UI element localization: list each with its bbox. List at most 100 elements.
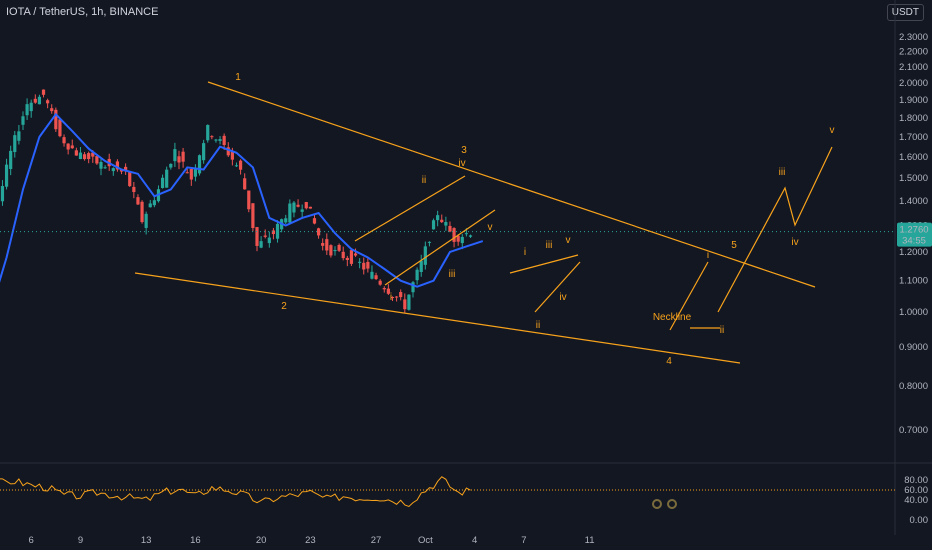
candle-body (448, 225, 452, 232)
price-axis-label: 1.0000 (899, 307, 928, 318)
rsi-axis-label: 60.00 (904, 485, 928, 496)
candle-body (325, 239, 329, 251)
price-axis-label: 1.4000 (899, 196, 928, 207)
candle-body (25, 104, 29, 116)
candle-body (263, 235, 267, 237)
candle-body (230, 150, 234, 160)
candle-body (21, 116, 25, 125)
rsi-axis-label: 40.00 (904, 495, 928, 506)
time-axis-label: 9 (78, 535, 83, 546)
candle-body (193, 168, 198, 177)
candle-body (218, 139, 222, 141)
candle-body (296, 204, 300, 207)
wave-trendline (534, 261, 581, 313)
wave-label: iii (546, 240, 553, 251)
wave-label: i (390, 292, 392, 303)
price-axis-label: 1.6000 (899, 152, 928, 163)
candle-body (9, 150, 13, 170)
symbol-title: IOTA / TetherUS, 1h, BINANCE (6, 6, 159, 18)
price-axis-label: 1.8000 (899, 113, 928, 124)
candle-body (74, 150, 78, 156)
time-axis-label: 23 (305, 535, 316, 546)
candle-body (173, 149, 177, 162)
wave-label: iii (779, 167, 786, 178)
candle-body (312, 218, 317, 224)
wave-label: 1 (235, 72, 241, 83)
wave-label: 3 (461, 145, 467, 156)
candle-body (214, 139, 218, 141)
candle-body (148, 203, 152, 208)
candle-body (197, 155, 202, 174)
price-axis-label: 1.7000 (899, 132, 928, 143)
candle-body (255, 227, 259, 246)
candle-body (124, 166, 128, 172)
candle-body (165, 169, 169, 188)
candle-body (54, 109, 58, 130)
wave-trendline (384, 209, 496, 286)
candle-body (189, 168, 193, 180)
candle-body (82, 154, 87, 160)
candle-body (403, 299, 407, 310)
candle-body (436, 215, 440, 221)
candle-body (234, 165, 239, 167)
candle-body (382, 288, 386, 290)
candle-body (390, 296, 395, 298)
currency-button[interactable]: USDT (886, 4, 924, 21)
candle-body (321, 243, 325, 246)
candle-body (13, 135, 17, 153)
candle-body (353, 253, 358, 256)
candle-body (136, 197, 140, 205)
time-axis-label: 13 (141, 535, 152, 546)
candle-body (115, 161, 120, 170)
candle-body (431, 220, 436, 230)
candle-body (394, 296, 399, 298)
candle-body (243, 178, 247, 190)
price-axis-label: 2.2000 (899, 47, 928, 58)
price-badge-value: 1.2760 (899, 225, 928, 236)
candle-body (300, 209, 304, 212)
time-axis-label: Oct (418, 535, 433, 546)
candle-body (119, 169, 124, 172)
candle-body (4, 164, 9, 187)
candle-body (345, 257, 349, 260)
time-axis-label: 7 (521, 535, 526, 546)
price-axis-label: 0.8000 (899, 381, 928, 392)
candle-body (95, 156, 99, 164)
candle-body (329, 245, 333, 256)
candle-body (41, 89, 46, 95)
wave-label: iv (458, 158, 465, 169)
price-axis-label: 1.9000 (899, 95, 928, 106)
rsi-divergence-marker (667, 499, 677, 509)
candle-body (275, 223, 280, 239)
wave-trendline (134, 272, 741, 364)
candle-body (362, 262, 366, 270)
candle-body (464, 233, 468, 235)
candle-body (238, 160, 243, 170)
wave-label: i (524, 247, 526, 258)
candle-body (70, 145, 74, 149)
candle-body (169, 163, 173, 168)
candle-body (17, 131, 21, 141)
candle-body (185, 172, 189, 174)
wave-trendline (509, 254, 579, 274)
wave-label: ii (536, 320, 540, 331)
candle-body (358, 261, 362, 263)
candle-body (308, 206, 312, 209)
time-axis-label: 11 (585, 535, 595, 546)
candle-body (411, 282, 415, 293)
candle-body (128, 172, 132, 187)
wave-trendline (717, 146, 833, 313)
price-badge (897, 222, 932, 247)
candle-body (152, 200, 156, 206)
candle-body (144, 213, 148, 228)
price-axis-label: 2.1000 (899, 62, 928, 73)
wave-label: v (830, 125, 835, 136)
candle-body (50, 108, 54, 112)
candle-body (247, 190, 251, 210)
wave-label: iv (791, 237, 798, 248)
candle-body (251, 203, 255, 229)
candle-body (444, 222, 448, 226)
candle-body (132, 186, 136, 193)
candle-body (419, 260, 423, 273)
